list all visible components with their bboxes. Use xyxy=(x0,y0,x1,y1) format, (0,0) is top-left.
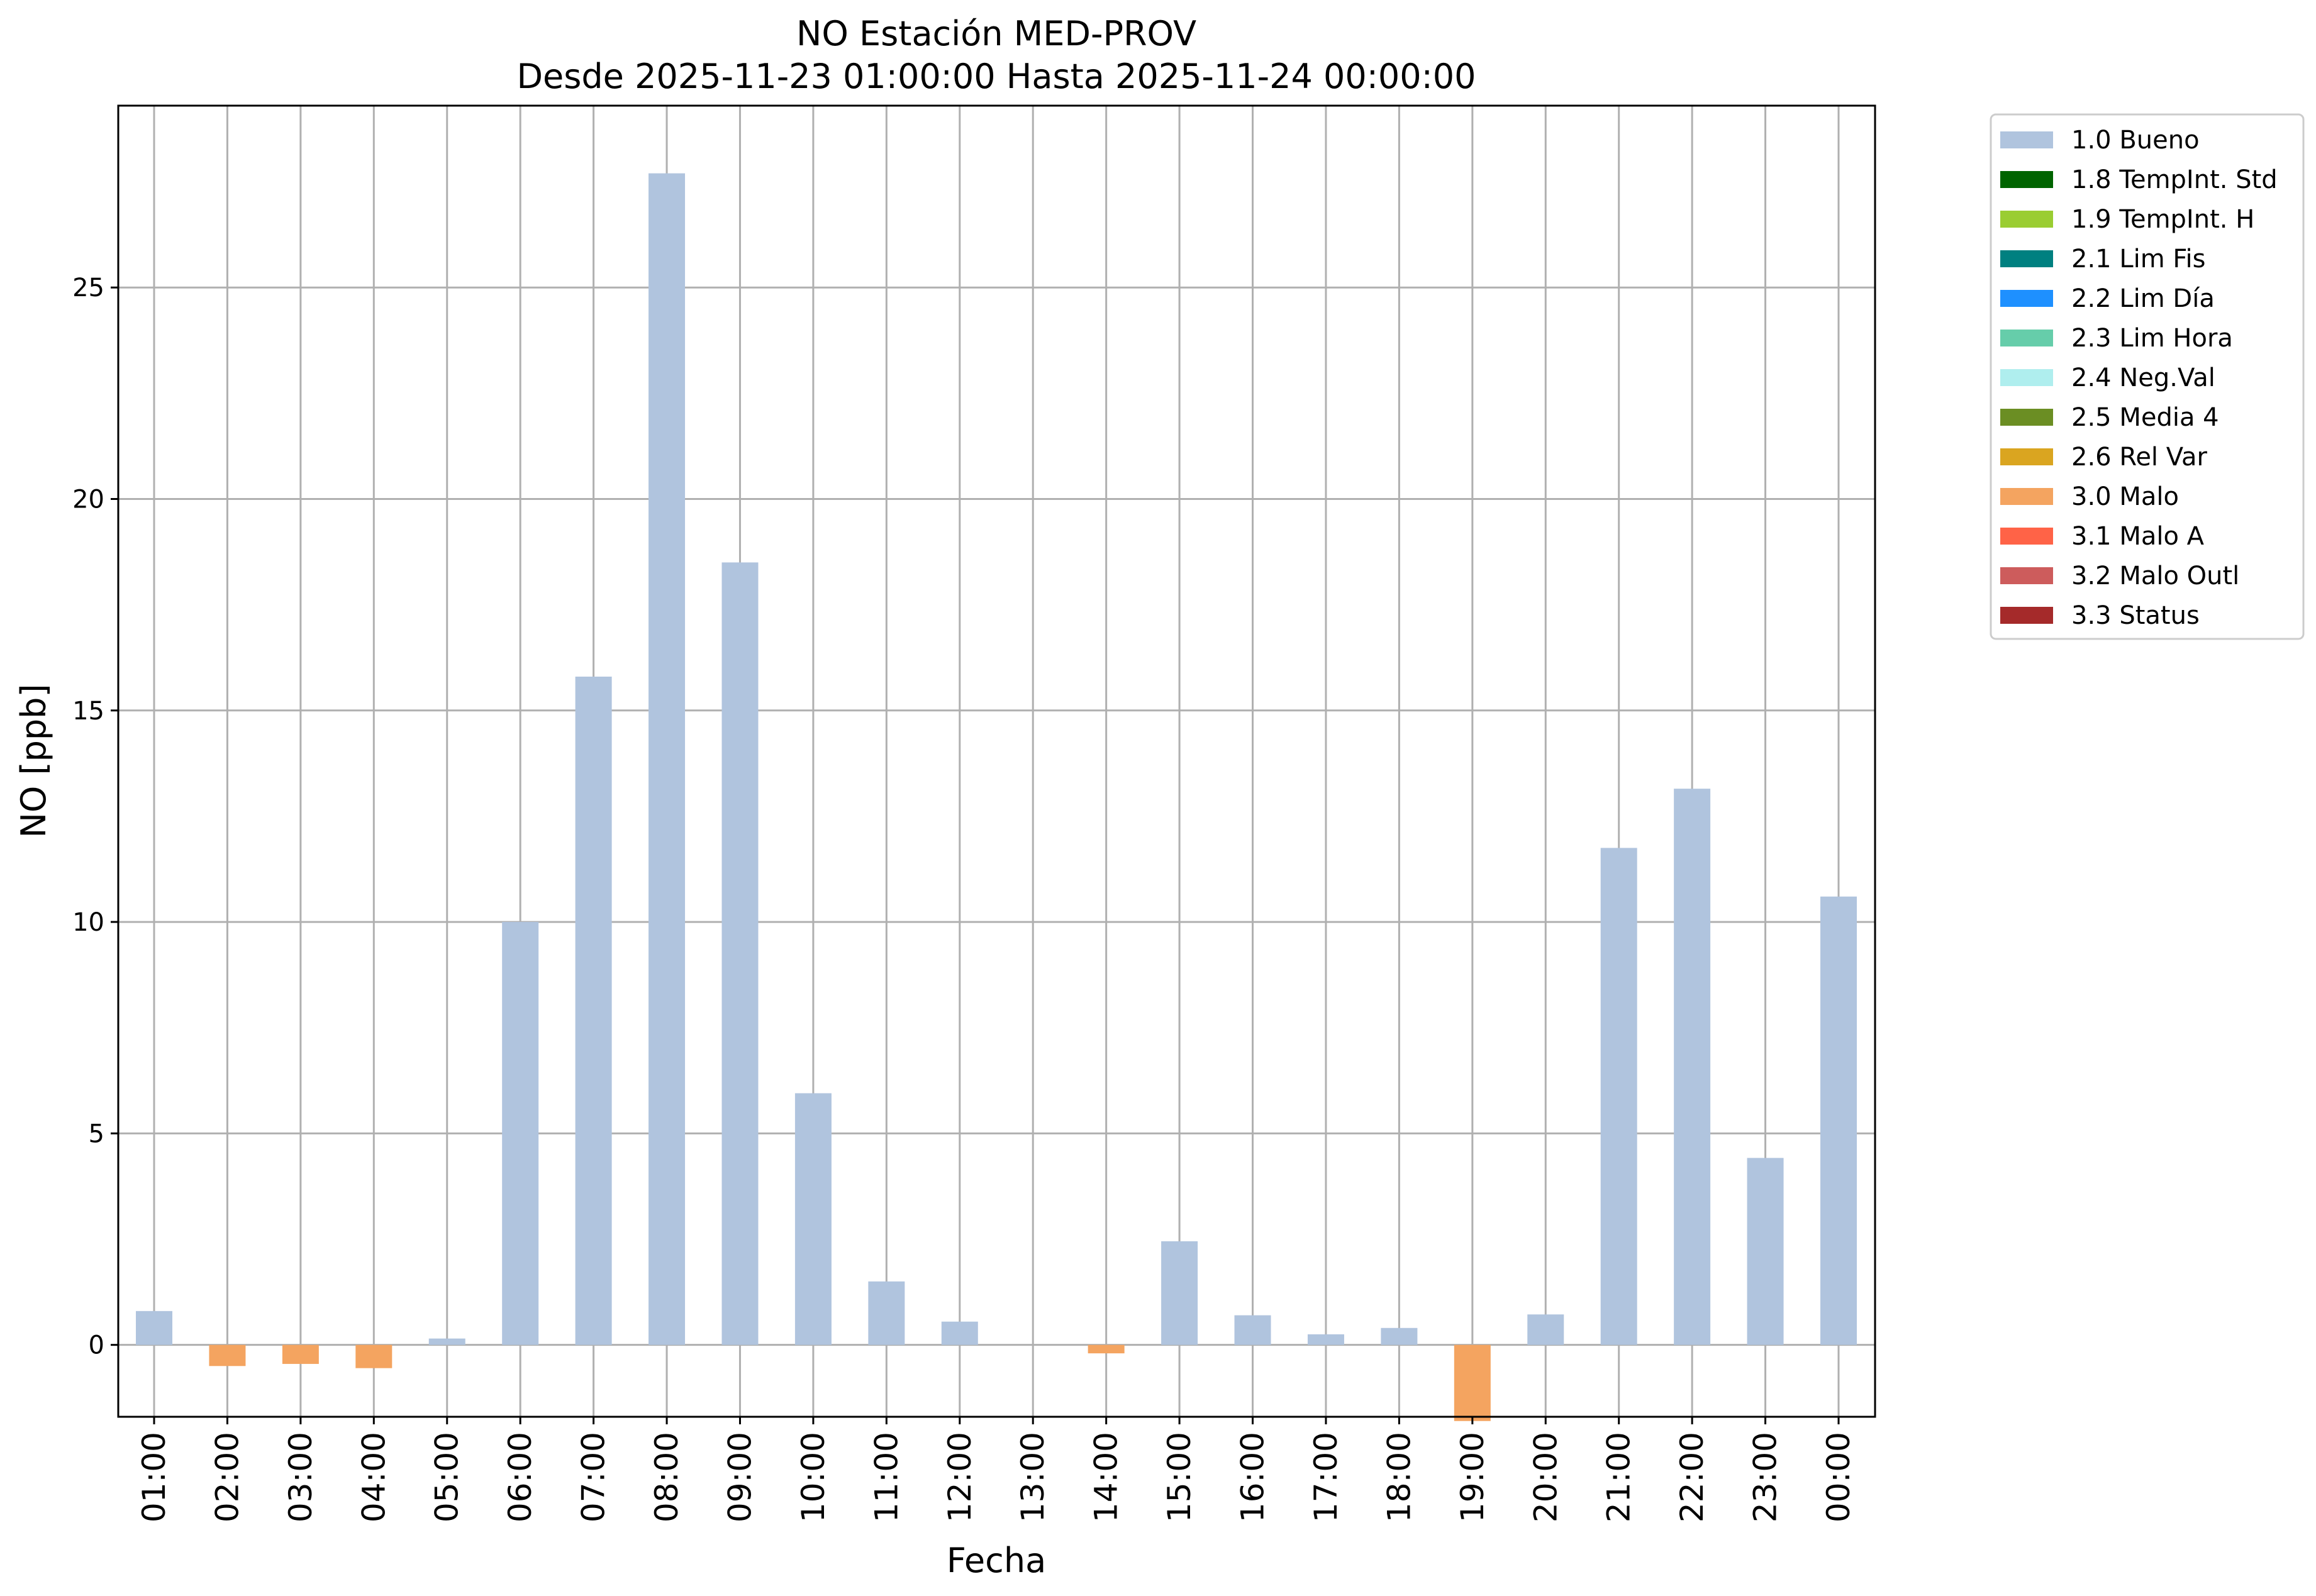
x-tick-label: 01:00 xyxy=(136,1432,172,1522)
bar xyxy=(136,1311,172,1345)
legend-swatch xyxy=(2000,567,2053,584)
bar xyxy=(355,1344,392,1368)
legend-label: 2.2 Lim Día xyxy=(2071,284,2215,313)
bar xyxy=(209,1344,246,1366)
chart-subtitle: Desde 2025-11-23 01:00:00 Hasta 2025-11-… xyxy=(516,57,1476,96)
legend-swatch xyxy=(2000,488,2053,505)
bar xyxy=(1088,1344,1125,1354)
x-tick-label: 07:00 xyxy=(576,1432,612,1522)
legend-label: 3.1 Malo A xyxy=(2071,522,2205,551)
x-tick-label: 09:00 xyxy=(721,1432,758,1522)
bar xyxy=(1600,848,1637,1345)
legend-swatch xyxy=(2000,211,2053,228)
legend-label: 2.4 Neg.Val xyxy=(2071,363,2215,392)
y-tick-label: 15 xyxy=(72,697,104,726)
y-tick-label: 10 xyxy=(72,908,104,937)
x-tick-label: 02:00 xyxy=(209,1432,245,1522)
legend-label: 3.2 Malo Outl xyxy=(2071,562,2239,590)
x-tick-label: 16:00 xyxy=(1235,1432,1271,1522)
bar xyxy=(1674,789,1711,1345)
y-tick-label: 5 xyxy=(89,1119,104,1148)
bar xyxy=(1234,1315,1271,1345)
legend-swatch xyxy=(2000,409,2053,426)
x-tick-label: 10:00 xyxy=(795,1432,832,1522)
legend-label: 2.1 Lim Fis xyxy=(2071,245,2205,274)
x-tick-label: 23:00 xyxy=(1747,1432,1784,1522)
legend-swatch xyxy=(2000,131,2053,148)
plot-frame xyxy=(117,104,1876,1418)
x-tick-label: 15:00 xyxy=(1161,1432,1198,1522)
bar xyxy=(1747,1158,1784,1345)
x-tick-label: 22:00 xyxy=(1674,1432,1710,1522)
bar xyxy=(282,1344,319,1364)
chart-title: NO Estación MED-PROV xyxy=(796,14,1196,53)
x-tick-label: 03:00 xyxy=(282,1432,319,1522)
legend-label: 2.5 Media 4 xyxy=(2071,403,2219,432)
bar xyxy=(649,173,686,1345)
x-axis: 01:00 02:00 03:00 04:00 05:00 06:00 07:00 08:00… xyxy=(136,1417,1857,1522)
x-tick-label: 12:00 xyxy=(942,1432,978,1522)
bar xyxy=(428,1338,465,1345)
legend: 1.0 Bueno 1.8 TempInt. Std 1.9 TempInt. H 2… xyxy=(1990,113,2305,640)
legend-label: 2.3 Lim Hora xyxy=(2071,324,2233,353)
x-tick-label: 06:00 xyxy=(502,1432,538,1522)
x-tick-label: 20:00 xyxy=(1527,1432,1564,1522)
legend-swatch xyxy=(2000,448,2053,465)
y-tick-label: 0 xyxy=(89,1331,104,1360)
legend-label: 1.9 TempInt. H xyxy=(2071,205,2254,234)
x-tick-label: 17:00 xyxy=(1308,1432,1344,1522)
x-tick-label: 11:00 xyxy=(868,1432,905,1522)
x-tick-label: 19:00 xyxy=(1454,1432,1491,1522)
y-tick-label: 20 xyxy=(72,485,104,514)
legend-swatch xyxy=(2000,528,2053,545)
bar xyxy=(721,562,759,1345)
bar xyxy=(1454,1344,1491,1421)
bar xyxy=(1161,1241,1198,1345)
legend-label: 1.0 Bueno xyxy=(2071,126,2200,155)
legend-swatch xyxy=(2000,250,2053,267)
x-tick-label: 08:00 xyxy=(649,1432,685,1522)
legend-swatch xyxy=(2000,607,2053,624)
bar xyxy=(941,1321,978,1345)
y-axis-label: NO [ppb] xyxy=(14,684,53,838)
legend-label: 2.6 Rel Var xyxy=(2071,443,2208,472)
bar xyxy=(1527,1314,1564,1345)
bar xyxy=(502,922,539,1345)
bars xyxy=(136,173,1857,1421)
y-axis: 0 5 10 15 20 25 xyxy=(72,274,118,1360)
x-tick-label: 05:00 xyxy=(429,1432,465,1522)
bar xyxy=(868,1281,905,1345)
legend-swatch xyxy=(2000,330,2053,346)
legend-frame xyxy=(1990,113,2305,640)
y-tick-label: 25 xyxy=(72,274,104,302)
legend-swatch xyxy=(2000,369,2053,386)
x-tick-label: 04:00 xyxy=(355,1432,392,1522)
legend-swatch xyxy=(2000,290,2053,307)
x-tick-label: 14:00 xyxy=(1088,1432,1125,1522)
legend-label: 3.3 Status xyxy=(2071,601,2200,630)
bar xyxy=(1820,896,1857,1345)
legend-label: 3.0 Malo xyxy=(2071,482,2179,511)
x-tick-label: 00:00 xyxy=(1820,1432,1857,1522)
x-tick-label: 18:00 xyxy=(1381,1432,1417,1522)
x-tick-label: 13:00 xyxy=(1015,1432,1051,1522)
x-tick-label: 21:00 xyxy=(1601,1432,1637,1522)
legend-label: 1.8 TempInt. Std xyxy=(2071,165,2278,194)
x-axis-label: Fecha xyxy=(947,1541,1046,1580)
legend-swatch xyxy=(2000,171,2053,188)
bar xyxy=(575,676,612,1345)
bar xyxy=(794,1093,832,1345)
bar xyxy=(1381,1327,1418,1345)
bar xyxy=(1307,1334,1344,1345)
